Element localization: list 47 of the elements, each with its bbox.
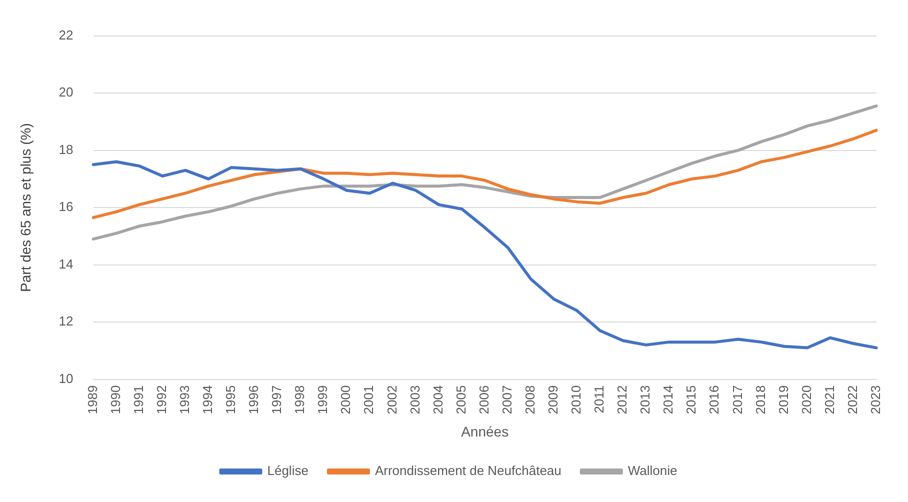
legend-label: Léglise	[267, 463, 308, 478]
y-tick-label: 16	[58, 199, 74, 214]
x-tick-label: 2015	[684, 385, 699, 414]
y-tick-label: 20	[58, 84, 74, 100]
x-tick-label: 1989	[84, 385, 100, 414]
x-tick-label: 1997	[269, 385, 284, 414]
x-tick-label: 1995	[223, 385, 238, 414]
x-tick-label: 2003	[407, 385, 422, 414]
x-tick-label: 2013	[638, 385, 653, 414]
legend-label: Arrondissement de Neufchâteau	[374, 463, 562, 478]
x-tick-label: 2002	[384, 385, 400, 414]
x-tick-label: 2022	[844, 385, 860, 414]
y-tick-label: 10	[58, 370, 74, 386]
x-tick-label: 2006	[476, 385, 492, 414]
x-tick-label: 2012	[614, 385, 630, 414]
y-tick-label: 12	[58, 314, 74, 329]
x-tick-label: 2009	[546, 385, 561, 414]
x-tick-label: 1996	[246, 385, 262, 414]
x-tick-label: 2023	[868, 385, 883, 414]
x-axis-title: Années	[461, 423, 509, 440]
x-tick-label: 2017	[730, 385, 745, 414]
y-tick-label: 14	[58, 256, 74, 272]
x-tick-label: 1994	[200, 385, 216, 414]
x-tick-label: 1992	[154, 385, 169, 414]
x-tick-label: 1999	[315, 385, 330, 414]
x-tick-label: 2000	[338, 385, 354, 414]
x-tick-label: 2001	[361, 385, 376, 414]
x-tick-label: 2005	[453, 385, 468, 414]
x-tick-label: 1990	[108, 385, 123, 414]
y-axis-title: Part des 65 ans et plus (%)	[17, 123, 34, 292]
x-tick-label: 2007	[499, 385, 514, 414]
x-tick-label: 2018	[752, 385, 768, 414]
x-tick-label: 2019	[776, 385, 791, 414]
x-tick-label: 1993	[176, 385, 192, 414]
x-tick-label: 2008	[522, 385, 538, 414]
x-tick-label: 2020	[798, 385, 814, 414]
x-tick-label: 1991	[130, 385, 146, 414]
legend-label: Wallonie	[628, 463, 678, 478]
x-tick-label: 2021	[822, 385, 837, 414]
x-tick-label: 2014	[660, 385, 676, 414]
x-tick-label: 2011	[592, 385, 607, 414]
y-tick-label: 18	[58, 142, 74, 157]
x-tick-label: 2010	[568, 385, 584, 414]
x-tick-label: 2016	[706, 385, 722, 414]
y-tick-label: 22	[58, 27, 74, 42]
x-tick-label: 2004	[430, 385, 446, 414]
x-tick-label: 1998	[292, 385, 308, 414]
